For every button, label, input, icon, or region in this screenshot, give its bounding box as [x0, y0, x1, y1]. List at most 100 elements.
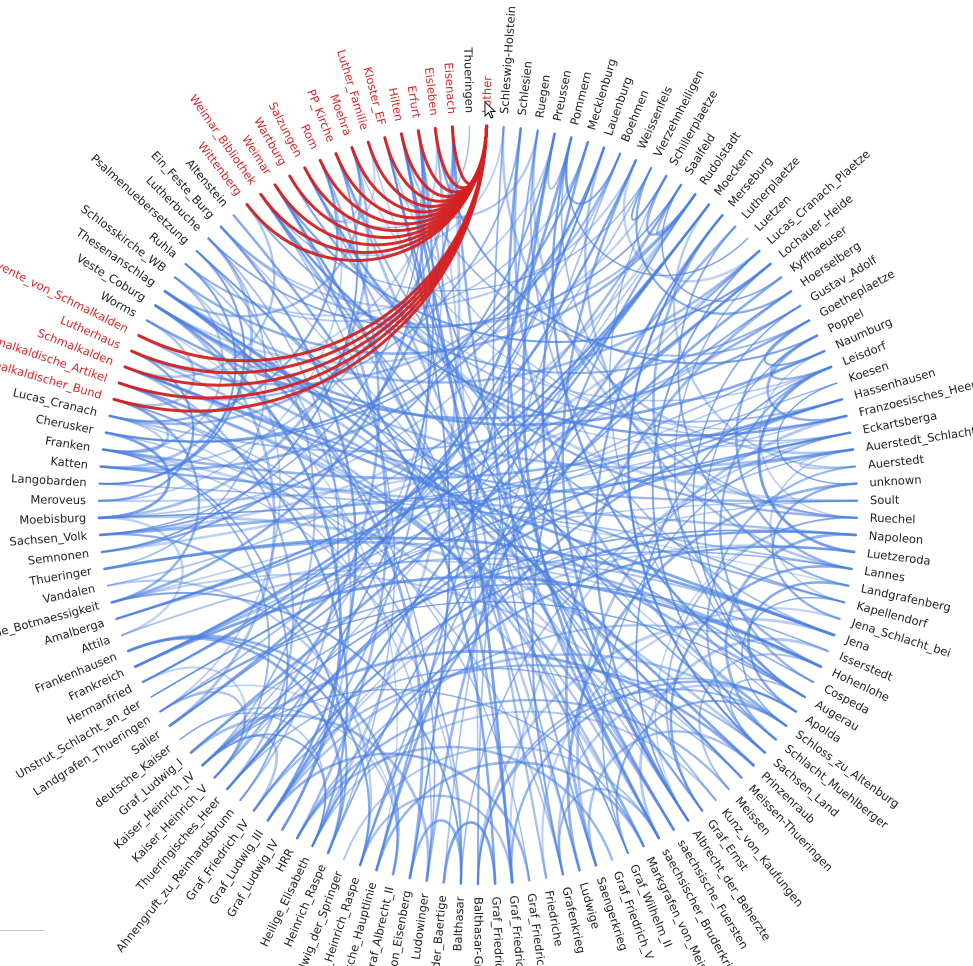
node-label-thueringen[interactable]: Thueringen: [461, 46, 477, 113]
connection-edge: [219, 193, 697, 327]
connection-edge: [769, 448, 854, 604]
connection-edge: [163, 249, 761, 384]
connection-edge: [367, 141, 787, 727]
node-label-balthasar[interactable]: Balthasar: [450, 896, 466, 952]
node-label-ludowinger[interactable]: Ludowinger: [409, 892, 432, 960]
connection-edge: [311, 710, 717, 847]
connection-edge: [123, 203, 276, 378]
connection-edge: [442, 821, 497, 885]
connection-edge: [98, 193, 697, 537]
connection-edge: [102, 276, 224, 453]
connection-edge: [342, 746, 660, 861]
connection-edge: [266, 653, 788, 822]
node-label-schlesien[interactable]: Schlesien: [515, 60, 535, 116]
connection-edge: [692, 304, 806, 698]
node-label-moebisburg[interactable]: Moebisburg: [19, 511, 86, 527]
node-label-graf-friedrich-i[interactable]: Graf_Friedrich_I: [489, 896, 507, 966]
connection-edge: [672, 203, 857, 469]
connection-edge: [507, 127, 675, 831]
connection-edge: [259, 193, 581, 872]
connection-edge: [207, 237, 339, 802]
connection-edge: [201, 733, 327, 847]
connection-edge: [195, 250, 743, 779]
connection-edge: [566, 482, 858, 872]
connection-edge: [735, 319, 853, 571]
connection-edge: [260, 167, 652, 292]
node-label-franken[interactable]: Franken: [44, 434, 91, 455]
node-label-auerstedt[interactable]: Auerstedt: [867, 452, 925, 472]
connection-edge: [101, 448, 645, 848]
connection-edge: [113, 398, 463, 885]
node-label-meroveus[interactable]: Meroveus: [30, 492, 86, 507]
connection-edge: [159, 601, 806, 713]
connection-edge: [677, 225, 850, 587]
connection-edge: [425, 225, 737, 882]
connection-edge: [232, 214, 497, 885]
connection-edge: [98, 482, 853, 570]
connection-edge: [358, 398, 844, 867]
node-label-napoleon[interactable]: Napoleon: [868, 529, 924, 547]
connection-edge: [226, 129, 435, 791]
connection-edge: [130, 152, 622, 386]
connection-edge: [587, 730, 755, 867]
connection-edge: [141, 666, 247, 779]
connection-edge: [645, 174, 697, 236]
connection-edge: [335, 152, 846, 604]
connection-edge: [477, 152, 621, 885]
node-label-lannes[interactable]: Lannes: [863, 564, 906, 585]
node-label-schleswig-holstein[interactable]: Schleswig-Holstein: [497, 5, 518, 114]
node-label-erfurt[interactable]: Erfurt: [405, 85, 424, 120]
node-label-sachsen-volk[interactable]: Sachsen_Volk: [9, 528, 88, 548]
node-label-unknown[interactable]: unknown: [869, 472, 922, 489]
connection-edge: [220, 225, 689, 822]
connection-edge: [105, 431, 564, 876]
node-label-ruegen[interactable]: Ruegen: [532, 74, 553, 119]
connection-edge: [652, 213, 823, 668]
connection-edge: [115, 262, 772, 621]
connection-edge: [123, 365, 660, 840]
connection-edge: [102, 414, 164, 454]
connection-edge: [729, 678, 806, 754]
node-label-luther[interactable]: Luther: [479, 76, 494, 114]
connection-edge: [97, 146, 370, 520]
node-label-katten[interactable]: Katten: [50, 454, 89, 472]
connection-edge: [97, 349, 195, 502]
connection-edge: [400, 132, 777, 741]
connection-edge: [303, 166, 717, 802]
node-label-eisenach[interactable]: Eisenach: [441, 62, 458, 114]
connection-edge: [509, 431, 852, 884]
connection-edge: [384, 136, 629, 854]
connection-edge: [99, 237, 253, 469]
connection-edge: [703, 334, 818, 698]
node-label-soult[interactable]: Soult: [870, 493, 900, 507]
highlighted-connection-edge: [137, 124, 489, 363]
connection-edge: [492, 126, 581, 871]
connection-edge: [770, 334, 833, 381]
connection-edge: [179, 712, 327, 847]
connection-edge: [622, 159, 761, 283]
node-label-langobarden[interactable]: Langobarden: [11, 471, 87, 489]
connection-edge: [179, 707, 398, 876]
connection-edge: [273, 183, 514, 884]
connection-edge: [529, 129, 835, 636]
connection-edge: [173, 193, 697, 355]
node-label-graf-friedrich-ii[interactable]: Graf_Friedrich_II: [507, 895, 529, 966]
connection-edge: [558, 787, 660, 876]
connection-edge: [531, 193, 697, 876]
connection-edge: [584, 146, 853, 571]
connection-edge: [266, 132, 430, 822]
connection-edge: [110, 398, 201, 604]
connection-edge: [103, 541, 823, 668]
node-label-ruechel[interactable]: Ruechel: [870, 511, 916, 527]
node-label-hilten[interactable]: Hilten: [386, 86, 407, 122]
connection-edge: [123, 365, 836, 637]
connection-edge: [184, 141, 589, 322]
connection-edge: [541, 607, 841, 879]
node-label-balthasar-graf-wilhelm-i[interactable]: Balthasar-Graf_Wilhelm_I: [472, 897, 486, 966]
connection-edge: [110, 129, 426, 604]
connection-edge: [108, 159, 339, 423]
connection-edge: [99, 533, 348, 855]
connection-edge: [108, 415, 432, 882]
node-label-eisleben[interactable]: Eisleben: [422, 67, 441, 117]
connection-edge: [190, 551, 853, 754]
